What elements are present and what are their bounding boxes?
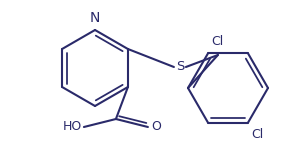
Text: N: N xyxy=(90,11,100,25)
Text: HO: HO xyxy=(63,121,82,133)
Text: O: O xyxy=(151,121,161,133)
Text: Cl: Cl xyxy=(211,35,223,48)
Text: S: S xyxy=(176,60,184,74)
Text: Cl: Cl xyxy=(251,128,263,141)
